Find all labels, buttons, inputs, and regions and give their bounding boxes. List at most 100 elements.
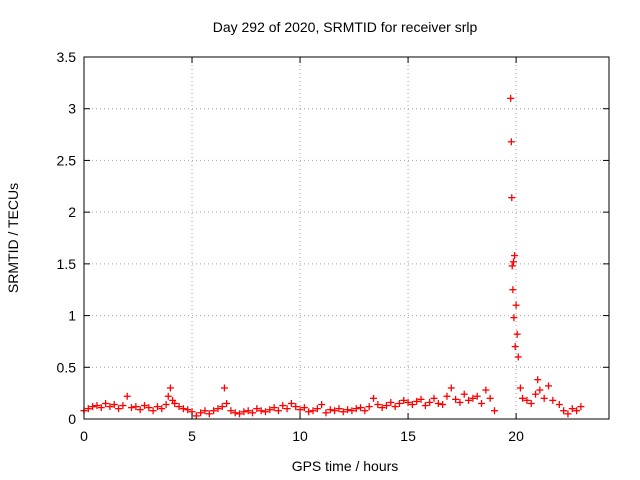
data-point bbox=[361, 407, 369, 415]
data-point bbox=[577, 403, 585, 411]
data-point bbox=[287, 399, 295, 407]
y-tick-label: 3 bbox=[68, 101, 76, 117]
data-point bbox=[218, 403, 226, 411]
data-point bbox=[339, 408, 347, 416]
data-point bbox=[564, 410, 572, 418]
data-point bbox=[331, 407, 339, 415]
data-point bbox=[417, 395, 425, 403]
x-tick-label: 20 bbox=[508, 428, 524, 444]
chart-title: Day 292 of 2020, SRMTID for receiver srl… bbox=[213, 19, 478, 35]
data-point bbox=[309, 407, 317, 415]
data-point bbox=[119, 402, 127, 410]
data-point bbox=[128, 404, 136, 412]
data-point bbox=[214, 405, 222, 413]
data-point bbox=[456, 398, 464, 406]
data-point bbox=[322, 409, 330, 417]
data-point bbox=[136, 406, 144, 414]
data-point bbox=[300, 404, 308, 412]
data-point bbox=[89, 403, 97, 411]
data-point bbox=[210, 407, 218, 415]
data-point bbox=[421, 402, 429, 410]
data-point bbox=[270, 404, 278, 412]
y-tick-label: 3.5 bbox=[57, 49, 77, 65]
data-point bbox=[201, 407, 209, 415]
data-point bbox=[374, 401, 382, 409]
data-point bbox=[184, 406, 192, 414]
data-point bbox=[171, 399, 179, 407]
data-point bbox=[473, 392, 481, 400]
data-point bbox=[274, 407, 282, 415]
data-point bbox=[240, 408, 248, 416]
x-tick-label: 15 bbox=[400, 428, 416, 444]
data-point bbox=[391, 403, 399, 411]
data-point bbox=[236, 410, 244, 418]
y-tick-label: 1.5 bbox=[57, 256, 77, 272]
data-point bbox=[482, 386, 490, 394]
data-point bbox=[443, 392, 451, 400]
x-axis-title: GPS time / hours bbox=[292, 458, 399, 474]
data-point bbox=[244, 407, 252, 415]
data-point bbox=[249, 409, 257, 417]
data-point bbox=[447, 384, 455, 392]
data-point bbox=[205, 410, 213, 418]
data-point bbox=[378, 404, 386, 412]
data-point bbox=[365, 403, 373, 411]
data-point bbox=[519, 394, 527, 402]
y-tick-label: 2.5 bbox=[57, 152, 77, 168]
data-point bbox=[549, 396, 557, 404]
data-point bbox=[507, 94, 515, 102]
data-point bbox=[164, 392, 172, 400]
data-point bbox=[253, 405, 261, 413]
data-point bbox=[158, 405, 166, 413]
data-point bbox=[426, 398, 434, 406]
data-point bbox=[352, 405, 360, 413]
data-point bbox=[507, 138, 515, 146]
data-point bbox=[257, 407, 265, 415]
data-point bbox=[102, 399, 110, 407]
data-point bbox=[115, 405, 123, 413]
data-point bbox=[140, 402, 148, 410]
data-point bbox=[516, 384, 524, 392]
data-point bbox=[387, 398, 395, 406]
data-point bbox=[400, 396, 408, 404]
data-point bbox=[110, 401, 118, 409]
data-point bbox=[93, 402, 101, 410]
data-point bbox=[326, 406, 334, 414]
data-point bbox=[510, 314, 518, 322]
data-point bbox=[220, 384, 228, 392]
data-point bbox=[123, 392, 131, 400]
data-point bbox=[439, 401, 447, 409]
grid-lines bbox=[84, 57, 609, 419]
data-point bbox=[149, 407, 157, 415]
data-points bbox=[80, 94, 585, 420]
data-point bbox=[536, 386, 544, 394]
x-tick-label: 0 bbox=[80, 428, 88, 444]
data-point bbox=[305, 408, 313, 416]
data-point bbox=[223, 399, 231, 407]
data-point bbox=[404, 398, 412, 406]
data-point bbox=[523, 396, 531, 404]
y-axis-title: SRMTID / TECUs bbox=[5, 183, 21, 293]
data-point bbox=[261, 408, 269, 416]
axis-ticks: 0 5 10 15 20 0 0.5 1 1.5 2 2.5 3 3.5 bbox=[57, 49, 609, 444]
data-point bbox=[430, 394, 438, 402]
data-point bbox=[313, 405, 321, 413]
data-point bbox=[514, 353, 522, 361]
data-point bbox=[452, 395, 460, 403]
data-point bbox=[231, 409, 239, 417]
data-point bbox=[490, 407, 498, 415]
x-tick-label: 5 bbox=[188, 428, 196, 444]
data-point bbox=[512, 301, 520, 309]
data-point bbox=[227, 407, 235, 415]
data-point bbox=[382, 402, 390, 410]
data-point bbox=[192, 412, 200, 420]
data-point bbox=[197, 409, 205, 417]
data-point bbox=[527, 399, 535, 407]
data-point bbox=[540, 394, 548, 402]
data-point bbox=[408, 401, 416, 409]
data-point bbox=[545, 382, 553, 390]
data-point bbox=[162, 401, 170, 409]
data-point bbox=[296, 406, 304, 414]
data-point bbox=[513, 330, 521, 338]
data-point bbox=[460, 390, 468, 398]
